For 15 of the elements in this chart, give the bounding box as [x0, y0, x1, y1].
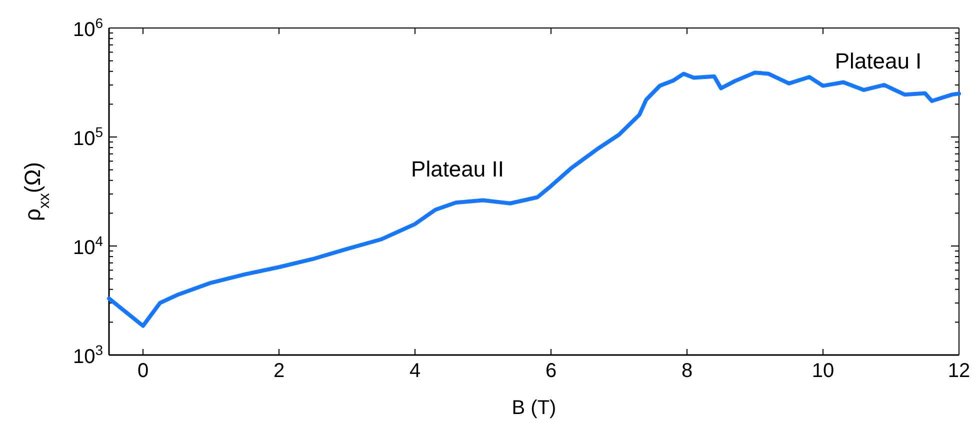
x-tick-label: 12: [948, 360, 970, 382]
x-tick-label: 2: [273, 360, 285, 382]
x-tick-label: 4: [409, 360, 421, 382]
y-tick-label: 10$^{5}$: [72, 124, 104, 150]
y-tick-label: 10$^{4}$: [72, 233, 104, 259]
annotation: Plateau II: [411, 156, 504, 182]
x-tick-label: 6: [545, 360, 557, 382]
y-tick-label: 10$^{3}$: [72, 342, 104, 368]
line-series: [107, 70, 961, 328]
x-tick-label: 8: [681, 360, 693, 382]
x-axis-title: B (T): [512, 397, 556, 419]
x-tick-label: 0: [137, 360, 149, 382]
x-tick-label: 10: [812, 360, 834, 382]
annotation: Plateau I: [834, 48, 922, 74]
y-tick-label: 10$^{6}$: [72, 15, 104, 41]
